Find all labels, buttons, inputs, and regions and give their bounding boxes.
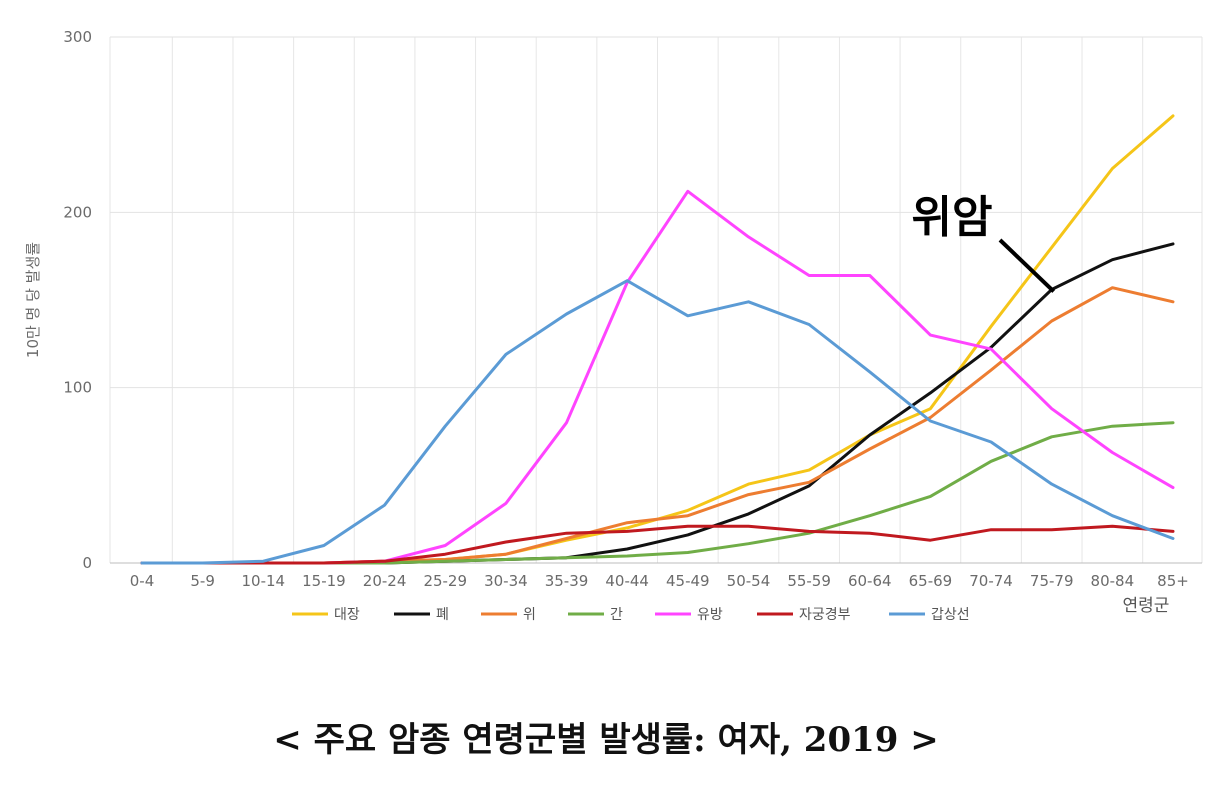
x-axis-label: 연령군 [1123, 596, 1170, 616]
figure-caption: < 주요 암종 연령군별 발생률: 여자, 2019 > [273, 720, 939, 760]
chart-area: 0 100 200 300 0-4 5-9 10-14 15-19 20-24 25-29 30-… [24, 28, 1203, 623]
x-axis-ticks: 0-4 5-9 10-14 15-19 20-24 25-29 30-34 35-39 40-4… [130, 572, 1189, 590]
legend-label: 폐 [436, 607, 449, 623]
x-tick-label: 5-9 [190, 572, 215, 590]
legend-label: 대장 [334, 607, 360, 623]
legend-label: 위 [523, 607, 536, 623]
x-tick-label: 30-34 [484, 572, 528, 590]
grid [109, 36, 1203, 564]
y-axis-ticks: 0 100 200 300 [63, 28, 92, 572]
series-line-자궁경부 [140, 524, 1175, 565]
x-tick-label: 0-4 [130, 572, 155, 590]
line-chart: 0 100 200 300 0-4 5-9 10-14 15-19 20-24 25-29 30-… [24, 28, 1203, 623]
annotation: 위암 [912, 192, 1056, 293]
legend-label: 간 [610, 607, 623, 623]
x-tick-label: 45-49 [666, 572, 710, 590]
y-tick-label: 0 [82, 554, 92, 572]
series-lines [140, 114, 1175, 565]
x-tick-label: 65-69 [909, 572, 953, 590]
legend-label: 자궁경부 [799, 607, 851, 623]
annotation-pointer-line [998, 238, 1056, 293]
x-tick-label: 10-14 [241, 572, 285, 590]
y-tick-label: 100 [63, 379, 92, 397]
legend-label: 유방 [697, 607, 723, 623]
x-tick-label: 35-39 [545, 572, 589, 590]
x-tick-label: 25-29 [423, 572, 467, 590]
series-line-갑상선 [140, 279, 1175, 565]
x-tick-label: 70-74 [969, 572, 1013, 590]
x-tick-label: 20-24 [363, 572, 407, 590]
x-tick-label: 80-84 [1091, 572, 1135, 590]
x-tick-label: 60-64 [848, 572, 892, 590]
x-tick-label: 15-19 [302, 572, 346, 590]
x-tick-label: 50-54 [727, 572, 771, 590]
x-tick-label: 55-59 [787, 572, 831, 590]
x-tick-label: 75-79 [1030, 572, 1074, 590]
x-tick-label: 85+ [1157, 572, 1189, 590]
annotation-label: 위암 [912, 192, 993, 243]
y-axis-label: 10만 명 당 발생률 [24, 242, 42, 358]
y-tick-label: 200 [63, 203, 92, 221]
legend: 대장 폐 위 간 유방 자궁경부 갑상선 [292, 607, 970, 623]
legend-label: 갑상선 [931, 607, 970, 623]
x-tick-label: 40-44 [605, 572, 649, 590]
y-tick-label: 300 [63, 28, 92, 46]
